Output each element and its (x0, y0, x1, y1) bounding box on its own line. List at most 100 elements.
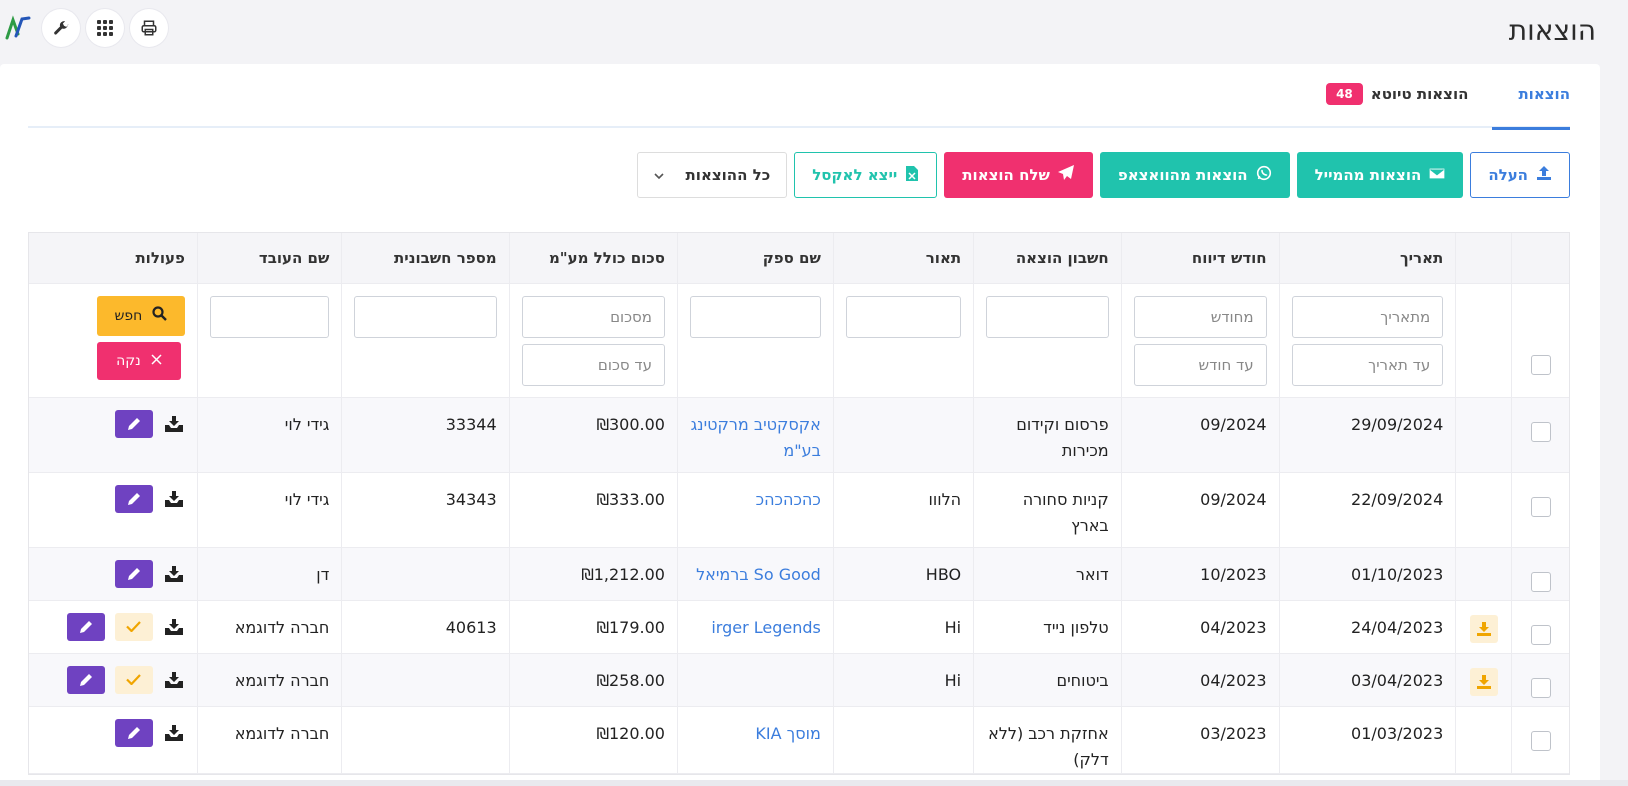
edit-button[interactable] (66, 665, 105, 694)
upload-label: העלה (1488, 166, 1528, 184)
header-employee[interactable]: שם העובד (196, 233, 342, 284)
tab-expenses[interactable]: הוצאות (1492, 80, 1570, 130)
header-report-month[interactable]: חודש דיווח (1120, 233, 1280, 284)
filter-account-cell (973, 283, 1122, 398)
inbox-download-icon[interactable] (163, 669, 185, 691)
inbox-download-icon[interactable] (163, 616, 185, 638)
table-row[interactable]: 03/04/2023 04/2023 ביטוחים Hi ₪258.00 חברה לד… (29, 653, 1569, 707)
row-account: דואר (973, 547, 1122, 601)
export-excel-button[interactable]: ייצא לאקסל (794, 152, 938, 198)
table-row[interactable]: 01/03/2023 03/2023 אחזקת רכב (ללא דלק) מוסך… (29, 706, 1569, 774)
row-supplier-link[interactable]: מוסך KIA (676, 706, 834, 774)
header-account[interactable]: חשבון הוצאה (973, 233, 1122, 284)
tabs-bar: הוצאות הוצאות טיוטא 48 (28, 80, 1570, 130)
table-row[interactable]: 01/10/2023 10/2023 דואר HBO So Good ברמיאל ₪1… (29, 547, 1569, 601)
send-label: שלח הוצאות (962, 166, 1050, 184)
row-actions-cell (29, 600, 198, 654)
row-supplier-link[interactable] (676, 653, 834, 707)
description-filter-input[interactable] (845, 295, 962, 338)
close-icon (151, 353, 162, 369)
row-supplier-link[interactable]: כהכהכהכ (676, 472, 834, 548)
header-date[interactable]: תאריך (1278, 233, 1456, 284)
table-row[interactable]: 24/04/2023 04/2023 טלפון נייד Hi irger Legen… (29, 600, 1569, 654)
upload-icon (1536, 165, 1552, 185)
upload-button[interactable]: העלה (1470, 152, 1570, 198)
row-report-month: 04/2023 (1120, 653, 1280, 707)
filter-actions-cell: חפש נקה (29, 283, 198, 398)
row-select-cell (1511, 600, 1569, 654)
row-date: 01/10/2023 (1278, 547, 1456, 601)
apps-grid-icon[interactable] (86, 9, 124, 47)
row-select-cell (1511, 547, 1569, 601)
invoice-filter-input[interactable] (354, 295, 497, 338)
tab-draft-expenses[interactable]: הוצאות טיוטא 48 (1300, 80, 1468, 108)
expenses-from-email-button[interactable]: הוצאות מהמייל (1296, 152, 1464, 198)
row-checkbox[interactable] (1530, 730, 1551, 751)
month-to-input[interactable] (1133, 343, 1267, 386)
wrench-icon[interactable] (42, 9, 80, 47)
row-checkbox[interactable] (1530, 421, 1551, 442)
top-toolbar (0, 9, 168, 47)
inbox-download-icon[interactable] (163, 413, 185, 435)
edit-button[interactable] (114, 718, 153, 747)
download-attachment-icon[interactable] (1469, 614, 1498, 643)
search-button[interactable]: חפש (96, 295, 185, 336)
row-invoice (341, 653, 510, 707)
download-attachment-icon[interactable] (1469, 667, 1498, 696)
whatsapp-icon (1256, 165, 1272, 185)
clear-button[interactable]: נקה (96, 341, 181, 380)
row-supplier-link[interactable]: So Good ברמיאל (676, 547, 834, 601)
expenses-from-whatsapp-button[interactable]: הוצאות מהוואצאפ (1099, 152, 1290, 198)
header-amount[interactable]: סכום כולל מע"מ (508, 233, 678, 284)
row-checkbox[interactable] (1530, 677, 1551, 698)
row-date: 03/04/2023 (1278, 653, 1456, 707)
amount-to-input[interactable] (521, 343, 665, 386)
inbox-download-icon[interactable] (163, 722, 185, 744)
row-date: 22/09/2024 (1278, 472, 1456, 548)
date-to-input[interactable] (1291, 343, 1444, 386)
row-supplier-link[interactable]: אקסקטיב מרקטינג בע"מ (676, 397, 834, 473)
select-all-checkbox[interactable] (1530, 354, 1551, 375)
supplier-filter-input[interactable] (689, 295, 821, 338)
date-from-input[interactable] (1291, 295, 1444, 338)
horizontal-scrollbar[interactable] (0, 780, 1628, 786)
edit-button[interactable] (114, 409, 153, 438)
row-select-cell (1511, 653, 1569, 707)
approve-button[interactable] (114, 612, 153, 641)
table-row[interactable]: 22/09/2024 09/2024 קניות סחורה בארץ הלווו כה… (29, 472, 1569, 548)
approve-button[interactable] (114, 665, 153, 694)
row-actions-cell (29, 706, 198, 774)
row-attachment-cell (1455, 547, 1512, 601)
row-date: 29/09/2024 (1278, 397, 1456, 473)
header-supplier[interactable]: שם ספק (676, 233, 834, 284)
row-account: פרסום וקידום מכירות (973, 397, 1122, 473)
employee-filter-input[interactable] (209, 295, 330, 338)
amount-from-input[interactable] (521, 295, 665, 338)
row-checkbox[interactable] (1530, 496, 1551, 517)
month-from-input[interactable] (1133, 295, 1267, 338)
paper-plane-icon (1057, 165, 1075, 185)
header-invoice[interactable]: מספר חשבונית (341, 233, 510, 284)
inbox-download-icon[interactable] (163, 563, 185, 585)
row-date: 24/04/2023 (1278, 600, 1456, 654)
filter-select-value: כל ההוצאות (685, 166, 771, 184)
row-description (832, 397, 974, 473)
filter-amount-cell (508, 283, 678, 398)
inbox-download-icon[interactable] (163, 488, 185, 510)
edit-button[interactable] (66, 612, 105, 641)
tab-draft-label: הוצאות טיוטא (1370, 85, 1469, 103)
edit-button[interactable] (114, 484, 153, 513)
header-attachment (1455, 233, 1512, 284)
expenses-filter-select[interactable]: כל ההוצאות (636, 152, 788, 198)
account-filter-input[interactable] (986, 295, 1109, 338)
printer-icon[interactable] (130, 9, 168, 47)
table-row[interactable]: 29/09/2024 09/2024 פרסום וקידום מכירות אקסק… (29, 397, 1569, 473)
app-logo-icon[interactable] (0, 9, 36, 47)
row-attachment-cell (1455, 706, 1512, 774)
row-supplier-link[interactable]: irger Legends (676, 600, 834, 654)
edit-button[interactable] (114, 559, 153, 588)
header-description[interactable]: תאור (832, 233, 974, 284)
row-checkbox[interactable] (1530, 571, 1551, 592)
row-checkbox[interactable] (1530, 624, 1551, 645)
send-expenses-button[interactable]: שלח הוצאות (944, 152, 1093, 198)
